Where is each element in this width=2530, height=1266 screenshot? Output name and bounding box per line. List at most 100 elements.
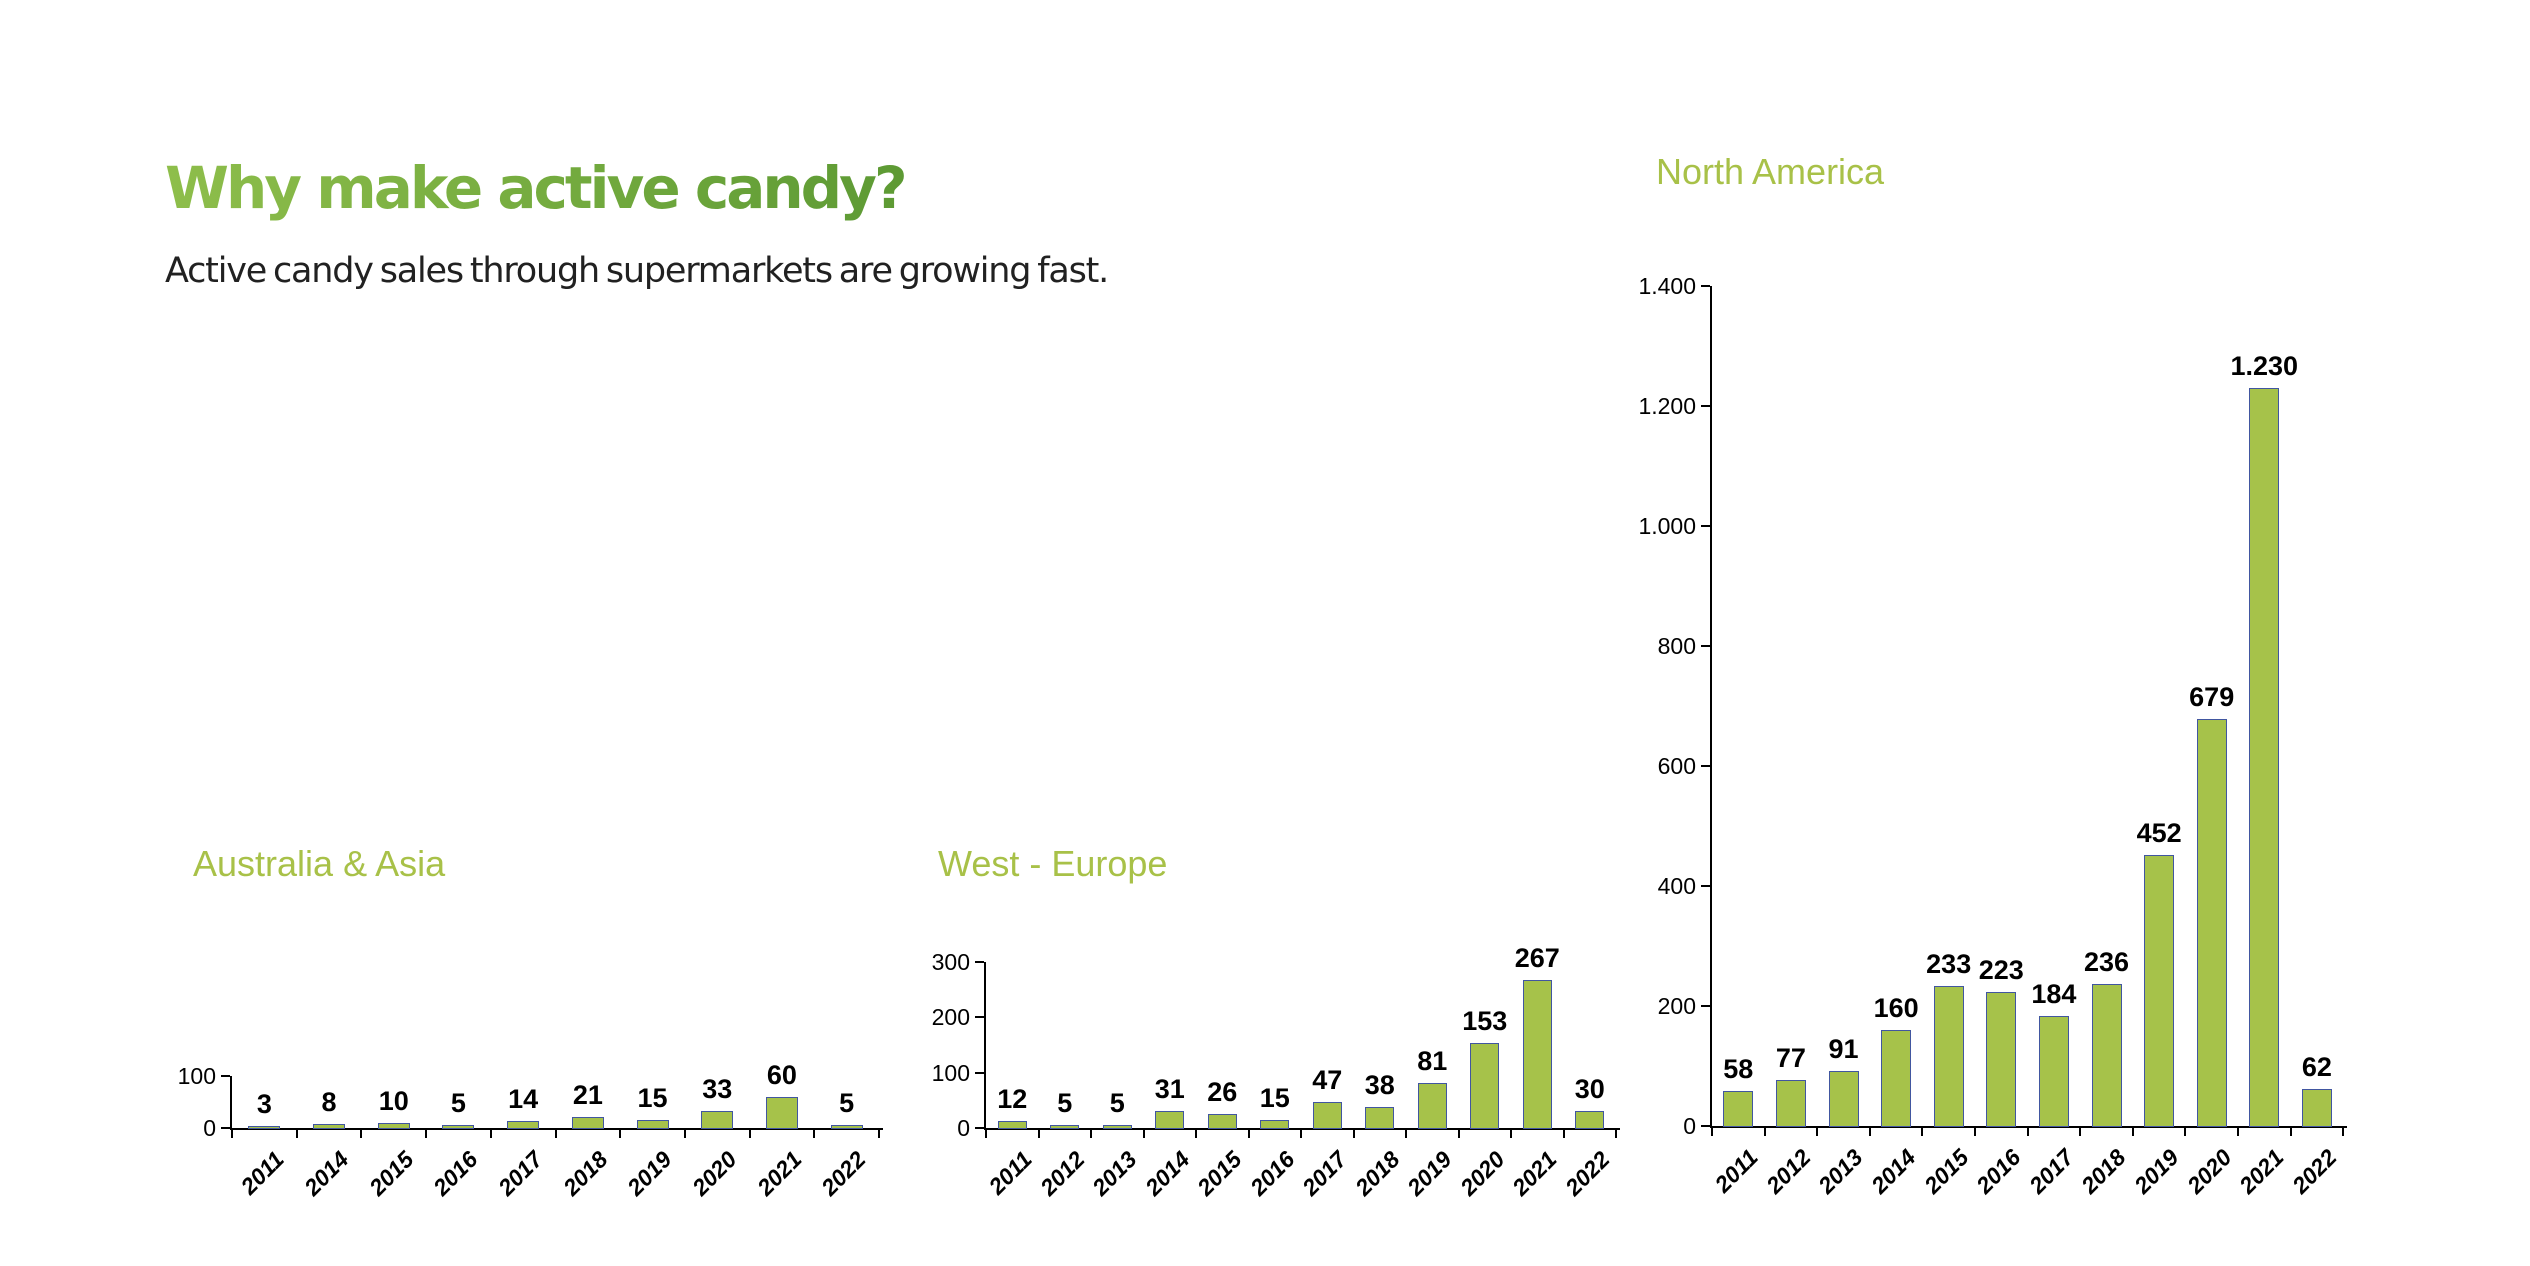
bar: [1207, 1113, 1237, 1129]
bar: [1050, 1125, 1080, 1129]
x-axis-line: [230, 1128, 883, 1130]
x-tick: [985, 1130, 987, 1138]
y-tick-label: 400: [1657, 873, 1696, 899]
x-tick-label: 2017: [2023, 1144, 2079, 1199]
x-tick: [1457, 1130, 1460, 1138]
bar-value-label: 184: [2031, 978, 2077, 1009]
x-tick: [813, 1130, 816, 1138]
bar: [2038, 1015, 2069, 1127]
x-tick: [619, 1130, 622, 1138]
y-tick: [1701, 525, 1710, 527]
x-tick-label: 2021: [2234, 1144, 2289, 1199]
bar-value-label: 47: [1312, 1064, 1343, 1095]
x-tick: [2131, 1128, 2134, 1136]
y-tick: [221, 1075, 230, 1077]
x-tick-label: 2020: [2181, 1144, 2237, 1199]
bar: [636, 1120, 669, 1129]
x-tick-label: 2014: [1139, 1146, 1195, 1201]
x-tick-label: 2012: [1034, 1146, 1090, 1201]
bar: [1312, 1101, 1342, 1129]
x-tick-label: 2018: [2076, 1144, 2131, 1199]
bar: [1933, 986, 1964, 1127]
bar-value-label: 236: [2083, 947, 2130, 978]
x-tick-label: 2022: [2286, 1144, 2342, 1199]
x-tick-label: 2015: [1918, 1144, 1974, 1199]
x-tick: [1195, 1130, 1197, 1138]
x-tick-label: 2015: [363, 1146, 419, 1201]
bar-value-label: 14: [508, 1083, 539, 1114]
x-tick: [1037, 1130, 1040, 1138]
y-axis-line: [1710, 286, 1712, 1128]
bar-value-label: 160: [1873, 993, 1919, 1023]
bar-value-label: 91: [1828, 1034, 1859, 1065]
x-tick-label: 2016: [1971, 1144, 2026, 1199]
bar-value-label: 10: [378, 1085, 409, 1116]
bar: [1365, 1106, 1395, 1129]
x-tick: [1090, 1130, 1092, 1138]
y-tick-label: 0: [203, 1115, 216, 1141]
x-tick-label: 2021: [1507, 1146, 1562, 1201]
x-tick-label: 2012: [1760, 1144, 1816, 1199]
y-tick-label: 1.200: [1638, 393, 1696, 419]
bar: [2091, 984, 2122, 1127]
y-tick: [975, 1071, 984, 1074]
x-tick: [2289, 1128, 2292, 1136]
x-tick: [1247, 1130, 1250, 1138]
y-tick: [975, 1016, 984, 1019]
bar-value-label: 5: [450, 1088, 466, 1119]
y-tick: [221, 1127, 230, 1129]
bar: [1522, 980, 1552, 1129]
x-tick-label: 2014: [1865, 1144, 1921, 1199]
x-tick: [1510, 1130, 1512, 1138]
bar-value-label: 31: [1154, 1073, 1185, 1104]
bar-value-label: 153: [1462, 1006, 1508, 1037]
bar-value-label: 26: [1207, 1076, 1238, 1107]
x-tick-label: 2019: [622, 1146, 677, 1201]
x-tick-label: 2022: [816, 1146, 872, 1201]
x-tick-label: 2020: [1454, 1146, 1510, 1201]
bar-value-label: 30: [1574, 1074, 1605, 1105]
y-tick: [975, 961, 984, 963]
bar: [830, 1125, 863, 1129]
x-tick-label: 2020: [687, 1146, 742, 1201]
y-tick: [975, 1127, 984, 1129]
x-tick: [2026, 1128, 2029, 1136]
bar: [248, 1126, 281, 1129]
x-tick: [2342, 1128, 2345, 1136]
bar-value-label: 77: [1775, 1042, 1806, 1073]
page-subtitle: Active candy sales through supermarkets …: [165, 251, 1109, 291]
x-tick-label: 2017: [1297, 1146, 1352, 1201]
bar-value-label: 267: [1514, 943, 1560, 974]
bar: [377, 1122, 410, 1129]
chart-title: West - Europe: [938, 843, 1168, 884]
x-tick: [878, 1130, 880, 1138]
bar-value-label: 38: [1364, 1069, 1395, 1100]
x-tick-label: 2014: [298, 1146, 354, 1201]
y-tick: [1701, 885, 1710, 887]
x-tick: [1405, 1130, 1407, 1138]
y-tick: [1701, 1005, 1710, 1007]
bar-value-label: 223: [1978, 955, 2024, 986]
x-tick: [1921, 1128, 1924, 1136]
x-tick-label: 2011: [235, 1146, 289, 1200]
x-tick-label: 2011: [983, 1146, 1037, 1200]
bar-value-label: 3: [256, 1089, 272, 1120]
bar-value-label: 15: [637, 1083, 668, 1114]
y-axis-line: [230, 1076, 232, 1130]
y-tick-label: 0: [1683, 1113, 1696, 1139]
x-tick: [1974, 1128, 1976, 1136]
x-tick-label: 2013: [1813, 1144, 1868, 1199]
bar: [1986, 992, 2017, 1127]
x-axis-line: [1710, 1126, 2348, 1128]
x-tick: [231, 1130, 233, 1138]
x-tick: [1562, 1130, 1565, 1138]
x-tick: [1763, 1128, 1766, 1136]
x-axis-line: [984, 1128, 1620, 1130]
bar: [507, 1120, 540, 1129]
x-tick-label: 2016: [1244, 1146, 1300, 1201]
bar: [571, 1117, 604, 1129]
bar: [1155, 1110, 1185, 1129]
y-tick-label: 0: [957, 1115, 970, 1141]
bar-value-label: 81: [1417, 1046, 1448, 1077]
y-tick: [1701, 405, 1710, 407]
